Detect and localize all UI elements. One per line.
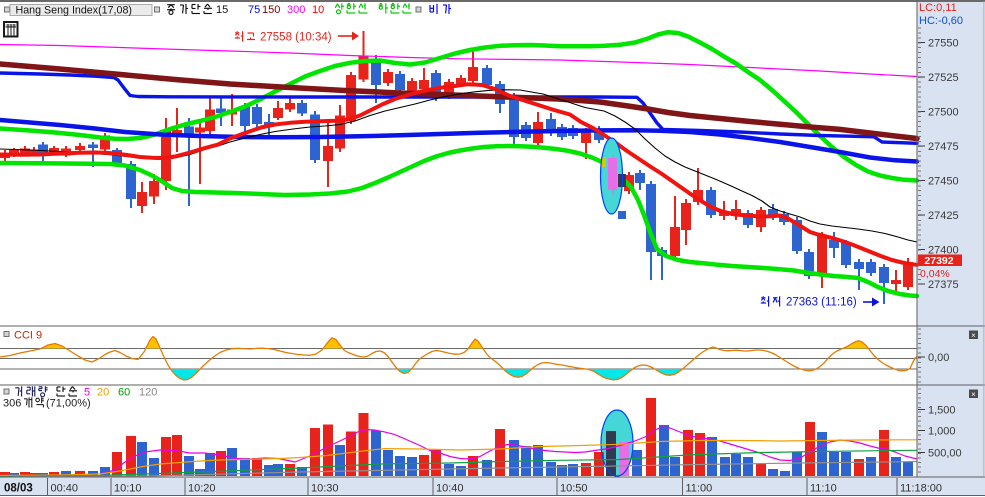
svg-text:10: 10 (312, 4, 324, 16)
svg-text:11:18:00: 11:18:00 (900, 483, 942, 495)
svg-text:CCI 9: CCI 9 (14, 330, 42, 342)
svg-text:LC:0,11: LC:0,11 (919, 2, 957, 14)
svg-text:27400: 27400 (928, 244, 959, 256)
svg-text:11:10: 11:10 (810, 483, 837, 495)
svg-text:27450: 27450 (928, 175, 959, 187)
svg-text:00:40: 00:40 (51, 483, 79, 495)
svg-text:120: 120 (139, 387, 157, 399)
svg-text:27363 (11:16): 27363 (11:16) (786, 297, 857, 309)
svg-text:27500: 27500 (928, 106, 959, 118)
svg-text:×: × (971, 390, 976, 399)
svg-text:500,00: 500,00 (928, 448, 962, 460)
svg-text:10:20: 10:20 (188, 483, 216, 495)
svg-text:×: × (971, 331, 976, 340)
svg-text:150: 150 (262, 4, 280, 16)
svg-text:27375: 27375 (928, 279, 959, 291)
svg-text:(71,00%): (71,00%) (46, 398, 91, 410)
svg-text:20: 20 (97, 387, 109, 399)
svg-text:Hang Seng Index(17,08): Hang Seng Index(17,08) (16, 5, 132, 17)
svg-text:1,000: 1,000 (928, 426, 956, 438)
svg-text:10:40: 10:40 (436, 483, 464, 495)
svg-text:HC:-0,60: HC:-0,60 (919, 15, 963, 27)
svg-text:27392: 27392 (924, 255, 953, 267)
svg-text:60: 60 (118, 387, 130, 399)
svg-text:75: 75 (248, 4, 260, 16)
svg-text:27525: 27525 (928, 72, 959, 84)
svg-text:10:10: 10:10 (114, 483, 142, 495)
svg-text:10:30: 10:30 (311, 483, 339, 495)
svg-text:0,00: 0,00 (928, 352, 949, 364)
svg-text:306: 306 (3, 398, 21, 410)
svg-text:11:00: 11:00 (686, 483, 713, 495)
svg-text:08/03: 08/03 (4, 483, 33, 495)
svg-text:5: 5 (84, 387, 90, 399)
svg-text:0,04%: 0,04% (920, 268, 950, 280)
svg-text:27475: 27475 (928, 141, 959, 153)
svg-text:300: 300 (287, 4, 305, 16)
svg-text:27550: 27550 (928, 37, 959, 49)
svg-text:10:50: 10:50 (560, 483, 588, 495)
svg-text:15: 15 (216, 4, 228, 16)
svg-text:27425: 27425 (928, 210, 959, 222)
svg-text:27558 (10:34): 27558 (10:34) (260, 32, 332, 44)
svg-text:1,500: 1,500 (928, 405, 956, 417)
